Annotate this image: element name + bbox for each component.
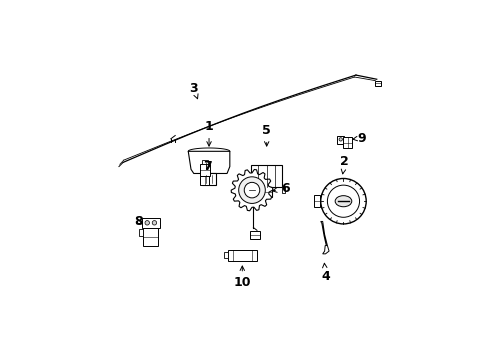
Bar	[248, 186, 251, 193]
Bar	[202, 160, 207, 164]
Bar	[200, 164, 209, 176]
Circle shape	[327, 185, 359, 217]
Text: 6: 6	[272, 182, 289, 195]
Bar	[314, 195, 320, 207]
Polygon shape	[188, 151, 229, 174]
Bar	[143, 228, 158, 246]
Text: 4: 4	[321, 263, 329, 283]
Polygon shape	[320, 221, 327, 246]
Text: 3: 3	[189, 82, 198, 99]
Circle shape	[338, 138, 342, 141]
Text: 9: 9	[352, 131, 365, 144]
Text: 7: 7	[203, 160, 212, 173]
Circle shape	[152, 221, 156, 225]
Bar	[261, 187, 272, 197]
Bar	[282, 186, 284, 193]
Bar	[227, 250, 256, 261]
Bar	[343, 136, 351, 148]
Bar	[200, 176, 209, 185]
Ellipse shape	[334, 196, 351, 207]
Bar	[251, 165, 282, 187]
Circle shape	[145, 221, 149, 225]
Polygon shape	[231, 170, 272, 211]
Bar	[336, 136, 344, 144]
Polygon shape	[322, 246, 328, 254]
Bar	[142, 217, 160, 228]
Bar	[202, 174, 216, 185]
Circle shape	[244, 183, 259, 198]
Bar	[139, 229, 143, 236]
Text: 1: 1	[204, 120, 213, 146]
Text: 2: 2	[340, 154, 348, 174]
Bar	[249, 231, 260, 239]
Text: 8: 8	[134, 216, 142, 229]
Text: 5: 5	[262, 124, 270, 146]
Text: 10: 10	[233, 266, 250, 289]
Bar	[224, 252, 227, 258]
Bar	[374, 81, 380, 86]
Circle shape	[238, 177, 265, 203]
Circle shape	[320, 179, 366, 224]
